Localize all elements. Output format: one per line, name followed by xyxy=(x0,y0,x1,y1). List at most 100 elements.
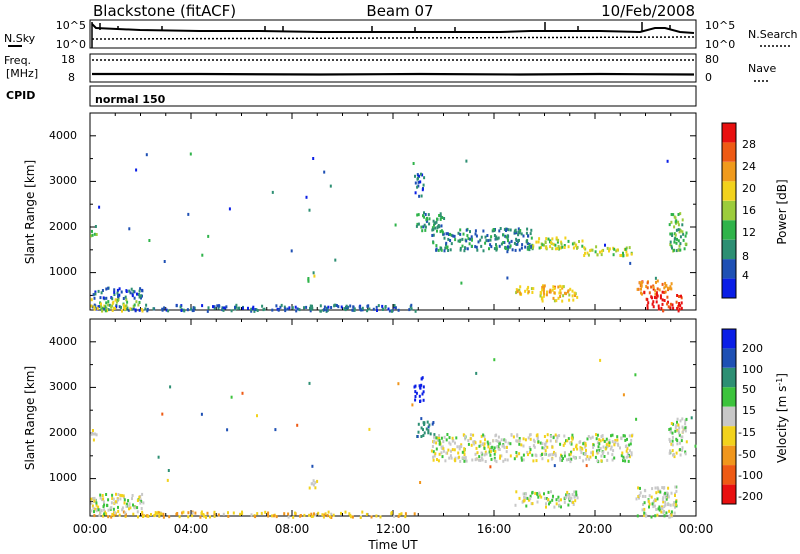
scatter-cell xyxy=(583,441,586,445)
power-y-tick-1000: 1000 xyxy=(49,265,77,278)
scatter-cell xyxy=(443,435,446,439)
scatter-cell xyxy=(105,493,108,496)
scatter-cell xyxy=(335,304,338,307)
x-tick-1600: 16:00 xyxy=(477,522,512,536)
scatter-cell xyxy=(561,285,564,289)
scatter-cell xyxy=(348,512,351,516)
scatter-cell xyxy=(455,436,458,440)
scatter-cell xyxy=(621,451,624,455)
scatter-cell xyxy=(661,498,664,501)
scatter-cell xyxy=(451,439,454,443)
scatter-cell xyxy=(663,291,666,294)
velocity-y-tick-3000: 3000 xyxy=(49,380,77,393)
scatter-cell xyxy=(469,437,472,441)
scatter-cell xyxy=(509,228,512,232)
scatter-cell xyxy=(284,309,287,313)
scatter-cell xyxy=(247,306,249,310)
colorbar-segment xyxy=(722,465,736,485)
scatter-cell xyxy=(123,501,126,505)
scatter-cell xyxy=(100,509,103,513)
scatter-cell xyxy=(414,174,416,178)
scatter-cell xyxy=(388,309,391,313)
scatter-cell xyxy=(445,451,448,455)
scatter-cell xyxy=(303,306,305,310)
isolated-echo xyxy=(654,276,657,280)
scatter-cell xyxy=(199,515,202,519)
scatter-cell xyxy=(544,449,547,453)
scatter-cell xyxy=(668,509,671,513)
scatter-cell xyxy=(416,177,419,181)
scatter-cell xyxy=(416,222,419,226)
scatter-cell xyxy=(677,228,680,232)
scatter-cell xyxy=(497,435,500,439)
scatter-cell xyxy=(251,307,254,311)
scatter-cell xyxy=(594,455,597,459)
scatter-cell xyxy=(94,432,97,436)
scatter-cell xyxy=(514,228,517,232)
x-tick-1200: 12:00 xyxy=(376,522,411,536)
scatter-cell xyxy=(671,303,674,307)
scatter-cell xyxy=(658,288,661,292)
scatter-cell xyxy=(679,453,682,457)
scatter-cell xyxy=(670,513,673,517)
scatter-cell xyxy=(552,296,555,300)
scatter-cell xyxy=(479,238,482,242)
scatter-cell xyxy=(482,249,485,253)
scatter-cell xyxy=(449,239,452,242)
scatter-cell xyxy=(94,290,97,294)
scatter-cell xyxy=(549,240,551,244)
scatter-cell xyxy=(676,294,679,297)
scatter-cell xyxy=(607,451,610,455)
scatter-cell xyxy=(676,237,678,241)
scatter-cell xyxy=(145,303,148,307)
scatter-cell xyxy=(522,492,525,496)
scatter-cell xyxy=(191,511,194,515)
scatter-cell xyxy=(459,228,462,232)
scatter-cell xyxy=(669,302,672,306)
scatter-cell xyxy=(112,306,115,310)
scatter-cell xyxy=(559,295,562,298)
scatter-cell xyxy=(531,490,534,494)
noise-sky-line xyxy=(91,23,695,34)
scatter-cell xyxy=(482,433,485,437)
scatter-cell xyxy=(547,453,550,457)
scatter-cell xyxy=(203,514,206,518)
scatter-cell xyxy=(541,442,544,446)
scatter-cell xyxy=(657,307,660,311)
scatter-cell xyxy=(493,446,496,450)
scatter-cell xyxy=(470,235,473,239)
scatter-cell xyxy=(296,307,299,311)
scatter-cell xyxy=(646,304,649,308)
scatter-cell xyxy=(113,288,116,292)
scatter-cell xyxy=(450,233,453,237)
scatter-cell xyxy=(591,435,594,439)
scatter-cell xyxy=(227,511,229,515)
scatter-cell xyxy=(107,300,110,304)
scatter-cell xyxy=(100,305,103,309)
scatter-cell xyxy=(551,288,554,292)
scatter-cell xyxy=(538,491,541,495)
scatter-cell xyxy=(434,452,437,456)
scatter-cell xyxy=(494,450,497,453)
scatter-cell xyxy=(133,506,136,510)
scatter-cell xyxy=(507,228,510,232)
isolated-echo xyxy=(323,170,326,174)
scatter-cell xyxy=(190,307,193,311)
scatter-cell xyxy=(606,246,609,250)
isolated-echo xyxy=(230,395,233,399)
scatter-cell xyxy=(111,512,114,516)
scatter-cell xyxy=(554,452,557,456)
isolated-echo xyxy=(634,373,637,377)
scatter-cell xyxy=(659,490,662,494)
scatter-cell xyxy=(566,493,569,497)
scatter-cell xyxy=(654,514,657,518)
scatter-cell xyxy=(534,491,537,495)
scatter-cell xyxy=(427,213,430,217)
scatter-cell xyxy=(312,514,315,518)
scatter-cell xyxy=(556,240,559,244)
scatter-cell xyxy=(569,452,572,456)
scatter-cell xyxy=(308,486,311,490)
scatter-cell xyxy=(575,490,578,494)
scatter-cell xyxy=(267,511,270,515)
scatter-cell xyxy=(484,460,487,463)
